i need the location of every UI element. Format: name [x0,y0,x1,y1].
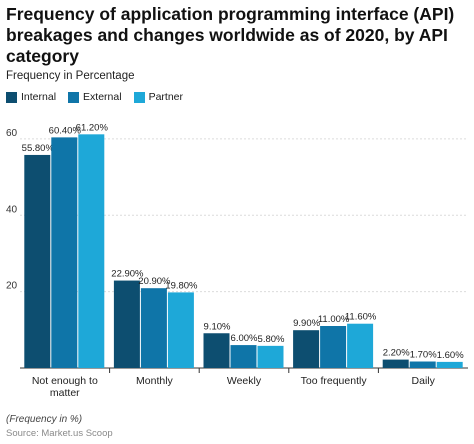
bar-chart: 20 40 60 55.80% 60.40%61.20% Not enough tomat… [6,122,468,399]
legend-label-internal: Internal [21,91,57,103]
legend-item-partner: Partner [133,91,183,103]
bar-internal [203,333,230,368]
data-label: 11.00% [318,314,350,325]
bar-internal [382,359,409,368]
y-tick-label: 20 [6,281,18,292]
data-label: 9.90% [293,318,320,329]
data-label: 1.60% [437,350,464,361]
x-tick-label: Too frequently [301,375,368,387]
legend-swatch-partner [133,91,145,103]
y-tick-label: 60 [6,128,18,139]
y-axis-label: Frequency in Percentage [6,70,135,82]
data-label: 6.00% [231,333,258,344]
bar-partner [257,345,284,368]
bar-partner [78,134,105,368]
legend-label-partner: Partner [148,91,183,103]
legend-swatch-external [68,91,80,103]
data-label: 1.70% [410,350,437,361]
bar-partner [347,323,374,368]
bar-external [51,137,78,368]
x-tick-label: Daily [412,375,436,387]
bar-external [140,288,167,368]
data-label: 2.20% [383,348,410,359]
x-tick-label: matter [50,387,80,399]
bar-internal [293,330,320,368]
footnote: (Frequency in %) [6,414,83,425]
data-label: 9.10% [204,321,231,332]
source-text: Source: Market.us Scoop [6,428,113,439]
data-label: 11.60% [345,312,377,323]
x-tick-label: Weekly [227,375,262,387]
bar-partner [167,292,194,368]
bar-internal [24,154,51,368]
legend-swatch-internal [6,91,17,103]
data-label: 5.80% [258,334,285,345]
data-label: 60.40% [49,125,82,136]
legend-item-internal: Internal [6,91,56,103]
data-label: 20.90% [138,276,171,287]
data-label: 19.80% [165,280,198,291]
bar-external [320,326,347,368]
x-tick-label: Not enough to [32,375,98,387]
bar-internal [113,280,140,368]
chart-title: Frequency of application programming int… [6,4,455,66]
x-tick-label: Monthly [136,375,174,387]
legend-item-external: External [68,91,122,103]
legend: Internal External Partner [6,91,183,103]
y-tick-label: 40 [6,204,18,215]
bar-external [230,345,257,368]
data-label: 22.90% [111,269,144,280]
bar-partner [436,361,463,368]
bar-external [409,361,436,368]
data-label: 61.20% [76,122,109,133]
legend-label-external: External [83,91,122,103]
data-label: 55.80% [22,143,55,154]
